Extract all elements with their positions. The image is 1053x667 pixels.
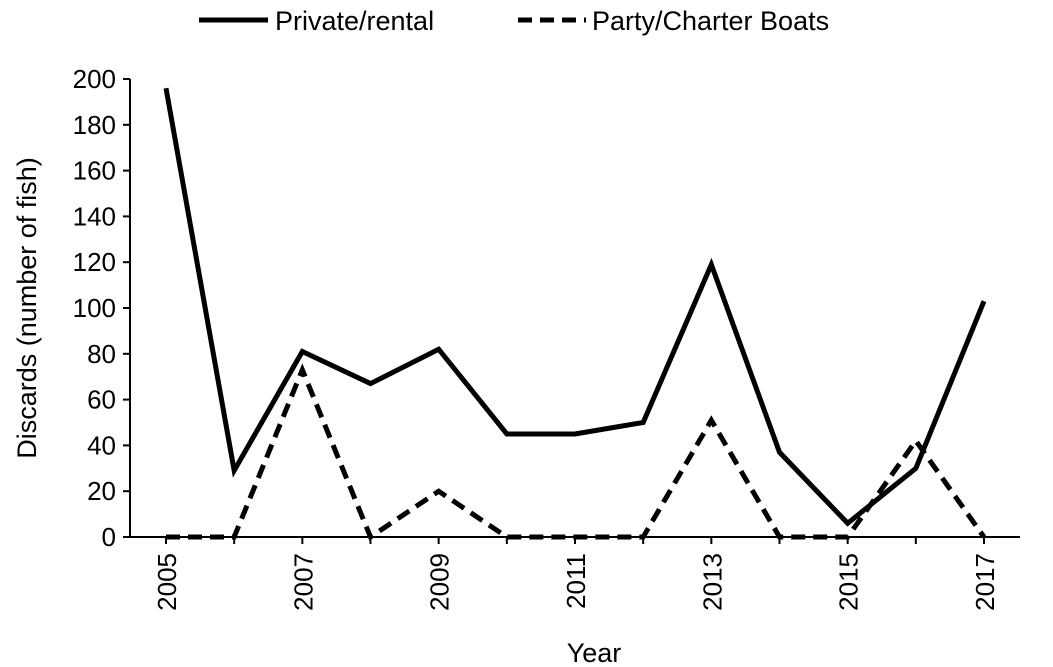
y-tick-label: 20 [87,476,116,506]
series-line-private-rental [163,87,987,527]
y-tick-label: 60 [87,385,116,415]
y-tick-label: 40 [87,430,116,460]
x-tick-label: 2005 [152,553,182,611]
x-tick-label: 2011 [561,553,591,609]
y-tick-label: 120 [73,247,116,277]
x-tick-label: 2017 [970,553,1000,611]
legend: Private/rental Party/Charter Boats [199,6,829,36]
x-axis-title: Year [567,638,622,667]
y-tick-label: 0 [102,522,116,552]
x-axis-ticks: 2005 2007 2009 2011 2013 2015 2017 [152,537,1000,611]
x-tick-label: 2013 [697,553,727,611]
y-tick-label: 180 [73,110,116,140]
y-tick-label: 140 [73,201,116,231]
legend-label-party-charter: Party/Charter Boats [592,6,829,36]
y-tick-label: 80 [87,339,116,369]
y-tick-label: 200 [73,64,116,94]
legend-label-private-rental: Private/rental [275,6,434,36]
x-tick-label: 2007 [288,553,318,611]
y-axis-ticks: 0 20 40 60 80 100 120 140 160 180 200 [73,64,130,552]
y-tick-label: 160 [73,156,116,186]
y-tick-label: 100 [73,293,116,323]
x-tick-label: 2015 [834,553,864,611]
y-axis-title: Discards (number of fish) [12,157,42,459]
x-tick-label: 2009 [425,553,455,611]
series-layer [163,87,987,541]
